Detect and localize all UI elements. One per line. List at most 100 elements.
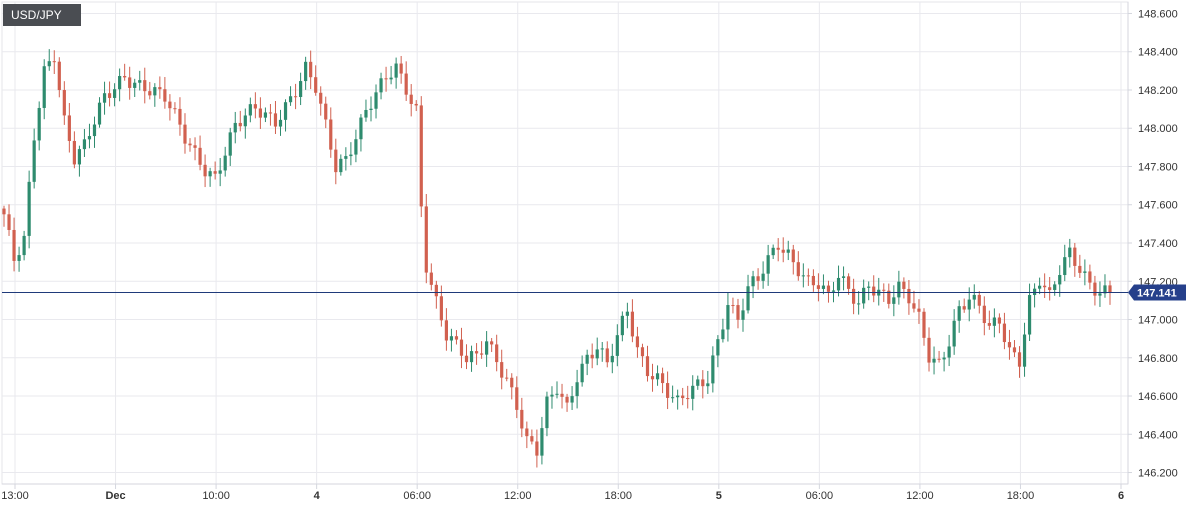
- candle-body: [741, 310, 745, 320]
- candle-body: [1038, 285, 1042, 289]
- candle-body: [1022, 334, 1027, 367]
- candle-body: [1083, 271, 1087, 273]
- candle-body: [967, 299, 971, 310]
- candle-body: [52, 61, 56, 63]
- candle-body: [238, 122, 242, 127]
- candle-body: [37, 107, 41, 141]
- y-tick-label: 147.000: [1138, 315, 1178, 327]
- candle-body: [721, 329, 725, 340]
- candle-body: [188, 143, 192, 146]
- candle-body: [947, 346, 951, 358]
- candle-body: [826, 285, 831, 292]
- candle-body: [706, 383, 710, 387]
- candle-body: [505, 377, 509, 379]
- candle-body: [696, 379, 700, 386]
- candle-body: [555, 393, 559, 395]
- candle-body: [917, 308, 921, 312]
- candle-body: [62, 90, 66, 116]
- candle-body: [570, 396, 574, 403]
- candle-body: [997, 317, 1001, 324]
- candle-body: [620, 315, 624, 336]
- candle-body: [409, 94, 413, 104]
- candle-body: [208, 171, 212, 177]
- candle-body: [867, 286, 871, 288]
- candle-body: [419, 105, 423, 207]
- candle-body: [550, 394, 554, 397]
- candle-body: [781, 249, 785, 253]
- candle-body: [726, 305, 730, 330]
- candle-body: [1068, 247, 1072, 258]
- candle-body: [359, 117, 363, 140]
- candle-body: [193, 145, 197, 148]
- candle-body: [776, 247, 780, 250]
- candle-body: [540, 428, 544, 456]
- candle-body: [515, 387, 519, 410]
- candle-body: [1093, 282, 1097, 296]
- candle-body: [158, 87, 162, 90]
- candle-body: [650, 376, 655, 380]
- candle-body: [479, 353, 484, 355]
- candle-body: [7, 214, 11, 230]
- candle-body: [394, 63, 398, 78]
- candle-body: [892, 297, 896, 304]
- candle-body: [263, 112, 268, 118]
- y-tick-label: 148.200: [1138, 85, 1178, 97]
- candle-body: [1063, 257, 1067, 276]
- candle-body: [153, 87, 157, 96]
- candle-body: [691, 385, 695, 399]
- candle-body: [128, 77, 132, 88]
- candle-body: [701, 379, 705, 387]
- candle-body: [530, 436, 534, 442]
- candle-body: [1032, 288, 1037, 296]
- candle-body: [319, 92, 323, 104]
- candle-body: [907, 288, 911, 304]
- candle-body: [469, 351, 474, 363]
- candle-body: [711, 355, 715, 384]
- candle-body: [671, 397, 675, 399]
- candle-body: [424, 206, 428, 273]
- candle-body: [1053, 284, 1057, 290]
- x-tick-label: 5: [716, 490, 722, 502]
- candle-body: [560, 393, 564, 397]
- candle-body: [138, 80, 142, 83]
- candle-body: [1048, 287, 1052, 290]
- candle-body: [937, 358, 941, 360]
- candle-body: [1078, 265, 1082, 273]
- candle-body: [17, 255, 21, 261]
- candle-body: [575, 382, 579, 397]
- candle-body: [1043, 285, 1047, 288]
- x-tick-label: 18:00: [605, 490, 633, 502]
- candle-body: [600, 348, 604, 350]
- candle-body: [716, 339, 720, 356]
- x-tick-label: 10:00: [202, 490, 230, 502]
- candle-body: [605, 348, 609, 363]
- candle-body: [736, 305, 740, 320]
- candle-body: [630, 311, 635, 337]
- candle-body: [223, 155, 227, 171]
- y-tick-label: 148.600: [1138, 8, 1178, 20]
- candle-body: [113, 89, 117, 98]
- candle-body: [485, 341, 489, 355]
- candle-body: [887, 290, 891, 304]
- candle-body: [942, 357, 946, 360]
- candle-body: [334, 149, 338, 173]
- candle-body: [258, 108, 262, 118]
- candle-body: [731, 305, 735, 307]
- candle-body: [922, 311, 926, 338]
- candle-body: [962, 306, 966, 310]
- candle-body: [1098, 293, 1102, 296]
- y-tick-label: 147.800: [1138, 161, 1178, 173]
- candle-body: [535, 441, 539, 456]
- candle-body: [957, 306, 961, 321]
- y-tick-label: 146.800: [1138, 353, 1178, 365]
- candle-body: [374, 92, 378, 109]
- candle-body: [932, 358, 936, 363]
- candle-body: [173, 108, 177, 110]
- candle-body: [198, 147, 202, 165]
- candle-body: [299, 81, 303, 97]
- candle-body: [42, 66, 46, 108]
- candle-body: [640, 347, 645, 357]
- candle-body: [852, 288, 856, 304]
- candle-body: [761, 273, 765, 281]
